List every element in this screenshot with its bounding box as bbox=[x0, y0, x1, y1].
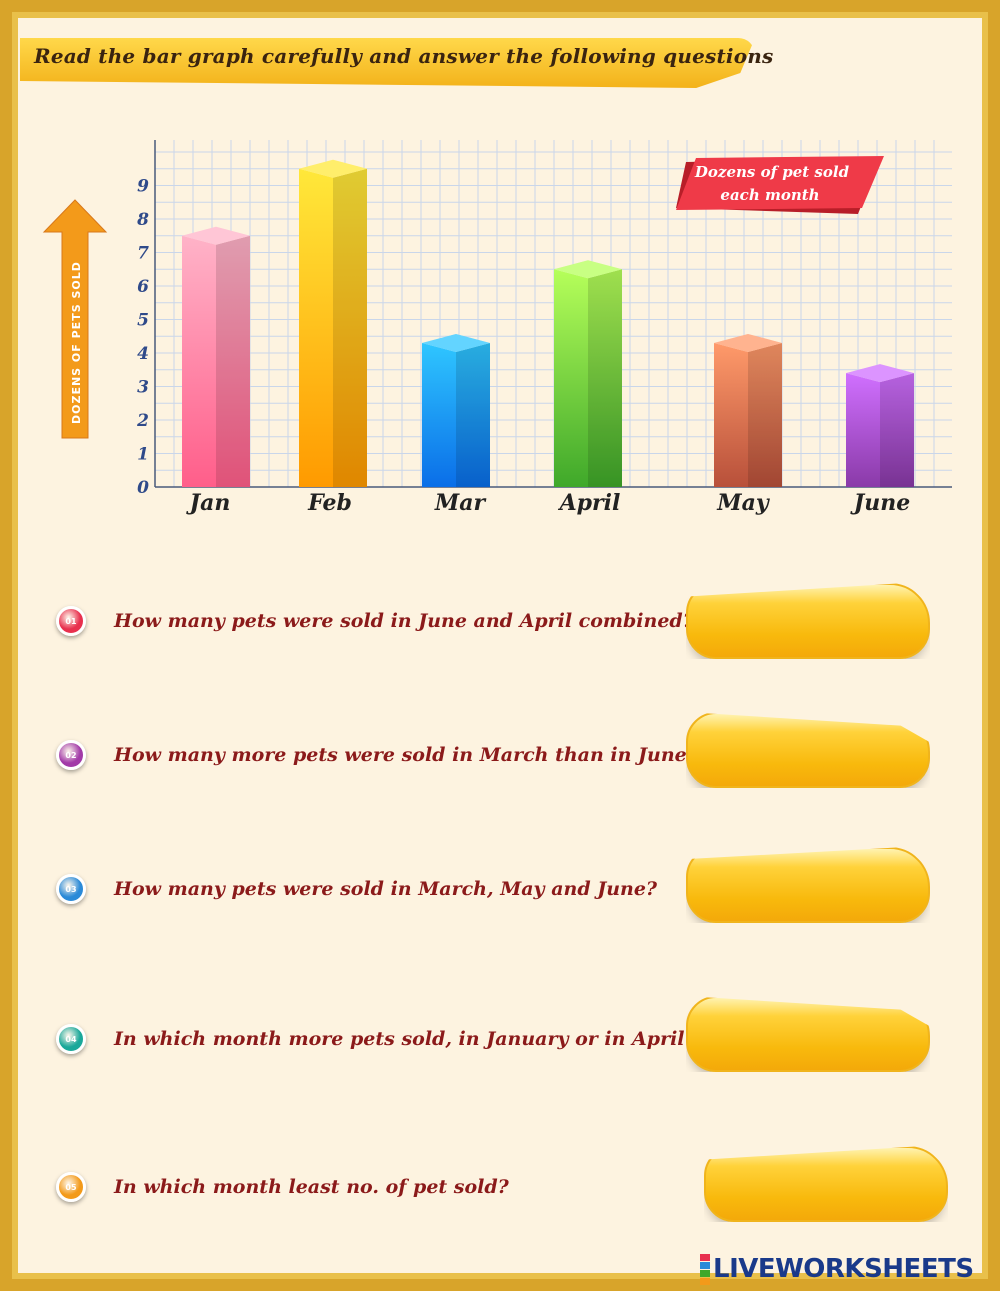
x-tick-label: Feb bbox=[307, 490, 352, 516]
chart-bars bbox=[182, 159, 914, 487]
bar-face-left bbox=[422, 342, 456, 487]
question-2-text: How many more pets were sold in March th… bbox=[114, 744, 698, 766]
y-tick-label: 6 bbox=[137, 277, 149, 297]
liveworksheets-logo[interactable]: LIVEWORKSHEETS bbox=[700, 1253, 974, 1285]
x-tick-label: Jan bbox=[186, 490, 231, 516]
bar-face-shade bbox=[880, 373, 914, 487]
question-1-badge: 01 bbox=[56, 606, 86, 636]
answer-box-3[interactable] bbox=[686, 847, 930, 923]
y-tick-label: 4 bbox=[137, 344, 149, 364]
y-tick-label: 9 bbox=[137, 177, 149, 197]
y-tick-label: 2 bbox=[136, 411, 149, 431]
bar-face-right bbox=[333, 168, 367, 487]
bar-chart: 0 1 2 3 4 5 6 7 8 9 Jan Feb Mar April May June DOZENS O… bbox=[42, 140, 952, 517]
bar-may bbox=[714, 333, 782, 487]
bar-june bbox=[846, 364, 914, 487]
bar-top-highlight bbox=[554, 260, 622, 279]
instruction-text: Read the bar graph carefully and answer … bbox=[34, 44, 774, 68]
bar-top-highlight bbox=[714, 333, 782, 352]
question-4-text: In which month more pets sold, in Januar… bbox=[114, 1028, 696, 1050]
question-1-text: How many pets were sold in June and Apri… bbox=[114, 610, 694, 632]
x-tick-label: May bbox=[716, 490, 771, 516]
answer-box-5[interactable] bbox=[704, 1146, 948, 1222]
x-tick-label: Mar bbox=[434, 490, 487, 516]
bar-face-shade bbox=[456, 342, 490, 487]
bar-top bbox=[182, 226, 250, 245]
bar-april bbox=[554, 260, 622, 487]
legend-text-line1: Dozens of pet sold bbox=[694, 163, 850, 181]
y-tick-label: 8 bbox=[136, 210, 149, 230]
question-2-badge: 02 bbox=[56, 740, 86, 770]
logo-text: LIVEWORKSHEETS bbox=[713, 1254, 974, 1284]
bar-face-right bbox=[880, 373, 914, 487]
question-5-badge: 05 bbox=[56, 1172, 86, 1202]
bar-top bbox=[714, 333, 782, 352]
bar-jan bbox=[182, 226, 250, 487]
bar-top bbox=[299, 159, 367, 178]
y-axis-label: DOZENS OF PETS SOLD bbox=[70, 261, 83, 424]
instruction-banner bbox=[20, 38, 755, 88]
y-tick-label: 7 bbox=[137, 244, 149, 264]
bar-face-shade bbox=[333, 168, 367, 487]
bar-face-left bbox=[846, 373, 880, 487]
bar-top-highlight bbox=[299, 159, 367, 178]
question-5-text: In which month least no. of pet sold? bbox=[114, 1176, 509, 1198]
bar-top bbox=[846, 364, 914, 383]
question-4-badge: 04 bbox=[56, 1024, 86, 1054]
y-axis-label-arrow: DOZENS OF PETS SOLD bbox=[42, 199, 108, 439]
legend-text-line2: each month bbox=[720, 186, 819, 204]
bar-face-shade bbox=[588, 269, 622, 487]
question-3-badge: 03 bbox=[56, 874, 86, 904]
chart-axis-labels: 0 1 2 3 4 5 6 7 8 9 Jan Feb Mar April May June bbox=[136, 177, 910, 517]
x-tick-label: April bbox=[558, 490, 621, 516]
bar-mar bbox=[422, 333, 490, 487]
bar-top-highlight bbox=[846, 364, 914, 383]
bar-face-shade bbox=[748, 342, 782, 487]
x-tick-label: June bbox=[850, 490, 910, 516]
bar-top bbox=[554, 260, 622, 279]
y-tick-label: 3 bbox=[137, 378, 149, 398]
chart-legend: Dozens of pet sold each month bbox=[676, 156, 884, 214]
y-tick-label: 5 bbox=[137, 311, 149, 331]
y-tick-label: 0 bbox=[137, 478, 149, 498]
logo-icon bbox=[700, 1253, 710, 1285]
y-tick-label: 1 bbox=[137, 445, 149, 465]
bar-face-right bbox=[216, 235, 250, 487]
bar-face-left bbox=[299, 168, 333, 487]
bar-face-left bbox=[554, 269, 588, 487]
bar-top-highlight bbox=[422, 333, 490, 352]
bar-top bbox=[422, 333, 490, 352]
bar-face-left bbox=[714, 342, 748, 487]
answer-box-1[interactable] bbox=[686, 583, 930, 659]
question-3-text: How many pets were sold in March, May an… bbox=[114, 878, 658, 900]
bar-feb bbox=[299, 159, 367, 487]
bar-face-right bbox=[588, 269, 622, 487]
bar-face-shade bbox=[216, 235, 250, 487]
bar-face-left bbox=[182, 235, 216, 487]
bar-face-right bbox=[748, 342, 782, 487]
bar-face-right bbox=[456, 342, 490, 487]
bar-top-highlight bbox=[182, 226, 250, 245]
